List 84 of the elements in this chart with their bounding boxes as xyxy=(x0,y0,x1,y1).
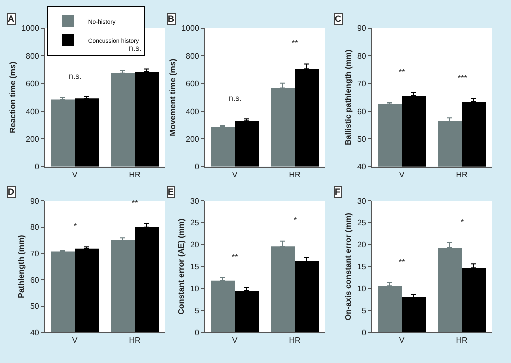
chart-title: C xyxy=(335,14,342,24)
y-tick-label: 10 xyxy=(357,284,367,294)
bar xyxy=(378,286,402,333)
annotation: * xyxy=(294,216,298,225)
y-axis-title: Constant error (AE) (mm) xyxy=(177,218,186,315)
y-tick-label: 40 xyxy=(357,162,367,172)
x-tick-label: V xyxy=(232,170,238,180)
y-tick-label: 400 xyxy=(26,107,40,116)
y-tick-label: 20 xyxy=(357,240,367,250)
y-tick-label: 600 xyxy=(26,80,40,89)
y-tick-label: 15 xyxy=(190,262,200,272)
annotation: ** xyxy=(292,39,298,48)
chart-title: B xyxy=(168,14,175,24)
annotation: ** xyxy=(232,253,238,262)
y-tick-label: 50 xyxy=(357,134,367,144)
bar xyxy=(235,290,259,333)
x-tick-label: HR xyxy=(129,336,141,346)
annotation: n.s. xyxy=(229,94,242,103)
x-tick-label: HR xyxy=(456,336,468,346)
x-tick-label: V xyxy=(399,336,406,346)
annotation: * xyxy=(461,218,464,227)
y-tick-label: 60 xyxy=(30,276,40,285)
annotation: ** xyxy=(399,68,406,77)
y-axis-title: On-axis constant error (mm) xyxy=(344,212,354,321)
y-tick-label: 10 xyxy=(190,284,200,294)
x-tick-label: V xyxy=(72,336,78,346)
chart-title: D xyxy=(8,187,15,197)
annotation: n.s. xyxy=(69,72,82,81)
annotation: ** xyxy=(132,199,138,208)
y-tick-label: 70 xyxy=(357,80,367,89)
y-tick-label: 80 xyxy=(357,52,367,61)
y-tick-label: 0 xyxy=(362,328,367,338)
x-tick-label: HR xyxy=(456,170,468,180)
y-tick-label: 30 xyxy=(190,196,200,206)
x-tick-label: V xyxy=(72,170,78,180)
y-tick-label: 80 xyxy=(30,223,40,232)
y-tick-label: 200 xyxy=(186,134,200,144)
x-tick-label: V xyxy=(232,336,238,346)
x-tick-label: HR xyxy=(129,170,141,180)
bar xyxy=(75,98,99,167)
bar xyxy=(51,100,75,167)
y-axis-title: Pathlength (mm) xyxy=(17,234,26,298)
x-tick-label: HR xyxy=(289,170,301,180)
y-tick-label: 25 xyxy=(357,218,367,228)
y-axis-title: Ballistic pathlength (mm) xyxy=(344,50,354,146)
y-tick-label: 0 xyxy=(194,162,200,172)
y-tick-label: 0 xyxy=(194,328,200,338)
chart-title: A xyxy=(8,14,15,24)
y-tick-label: 30 xyxy=(357,196,367,206)
y-tick-label: 70 xyxy=(30,249,40,258)
y-tick-label: 800 xyxy=(26,52,40,61)
bar xyxy=(211,280,235,333)
y-axis-title: Movement time (ms) xyxy=(168,58,178,136)
annotation: * xyxy=(74,222,78,231)
annotation: *** xyxy=(458,74,468,83)
y-tick-label: 5 xyxy=(194,306,200,316)
y-tick-label: 50 xyxy=(30,302,40,312)
annotation: ** xyxy=(399,258,406,267)
y-tick-label: 60 xyxy=(357,107,367,116)
y-tick-label: 90 xyxy=(357,24,367,34)
y-tick-label: 1000 xyxy=(182,24,200,34)
y-tick-label: 0 xyxy=(34,162,40,172)
y-tick-label: 200 xyxy=(26,134,40,144)
y-tick-label: 15 xyxy=(357,262,367,272)
bar xyxy=(235,121,259,167)
bar xyxy=(211,126,235,167)
chart-title: F xyxy=(335,187,341,197)
x-tick-label: HR xyxy=(289,336,301,346)
chart-title: E xyxy=(168,187,174,197)
y-tick-label: 90 xyxy=(30,196,40,206)
bar xyxy=(402,298,426,333)
y-tick-label: 5 xyxy=(362,306,367,316)
bar xyxy=(111,73,135,167)
y-tick-label: 20 xyxy=(190,240,200,250)
annotation: n.s. xyxy=(129,44,142,53)
x-tick-label: V xyxy=(399,170,406,180)
y-tick-label: 600 xyxy=(186,80,200,89)
bar xyxy=(135,72,159,167)
y-tick-label: 25 xyxy=(190,218,200,228)
y-tick-label: 800 xyxy=(186,52,200,61)
y-axis-title: Reaction time (ms) xyxy=(8,62,18,134)
y-tick-label: 400 xyxy=(186,107,200,116)
y-tick-label: 1000 xyxy=(22,24,40,34)
y-tick-label: 40 xyxy=(30,328,40,338)
